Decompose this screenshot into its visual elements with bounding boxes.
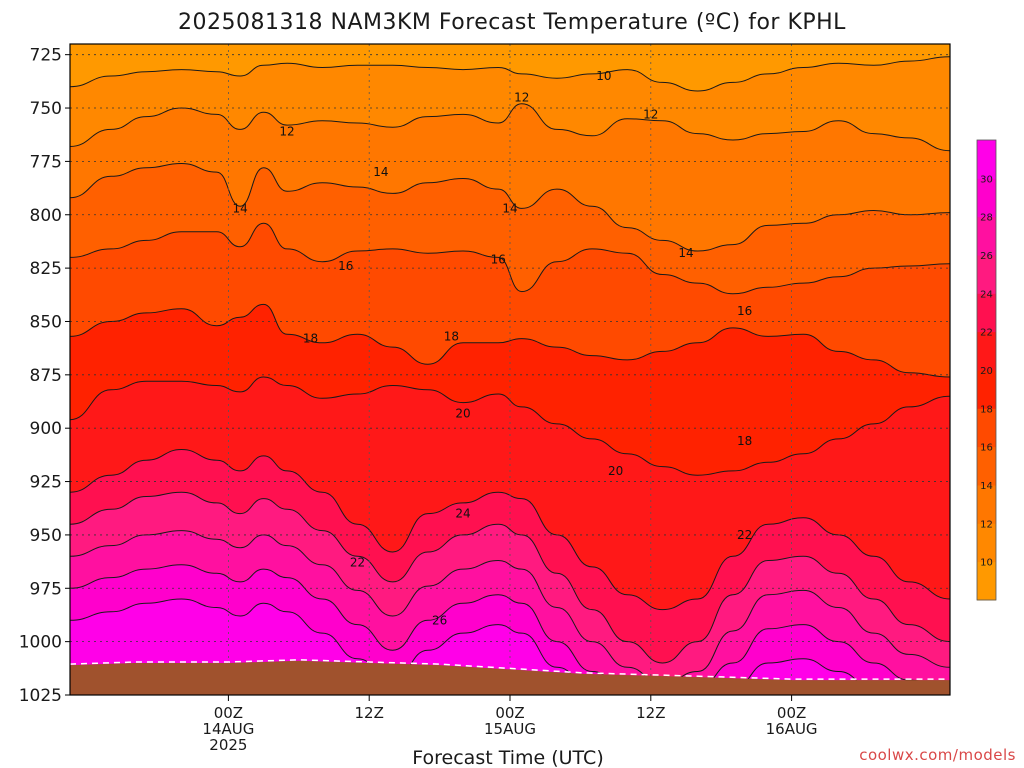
- colorbar-swatch: [977, 331, 996, 371]
- colorbar-swatch: [977, 561, 996, 601]
- y-tick-label: 750: [30, 99, 62, 119]
- colorbar: 10 12 14 16 18 20 22 24 26 28 30: [976, 139, 997, 601]
- contour-label-16: 16: [737, 304, 752, 318]
- colorbar-swatch: [977, 446, 996, 486]
- contour-label-26: 26: [432, 613, 447, 627]
- colorbar-tick-label: 30: [980, 174, 993, 185]
- contour-label-18: 18: [444, 329, 459, 343]
- ground-surface: [70, 660, 950, 695]
- isotherm-16: [70, 222, 950, 295]
- x-tick-label: 14AUG: [202, 720, 254, 738]
- x-tick-label: 15AUG: [484, 720, 536, 738]
- colorbar-swatch: [977, 140, 996, 179]
- contour-label-12: 12: [514, 90, 529, 104]
- y-axis: 725 750 775 800 825 850 875 900 925 950 975 1000 102…: [19, 46, 70, 706]
- contour-label-20: 20: [455, 406, 470, 420]
- x-axis-label: Forecast Time (UTC): [412, 747, 603, 768]
- contour-label-14: 14: [232, 201, 247, 215]
- contour-label-16: 16: [491, 253, 506, 267]
- contour-label-12: 12: [279, 125, 294, 139]
- y-tick-label: 1000: [19, 633, 62, 653]
- grid-lines: [70, 44, 950, 696]
- contour-label-14: 14: [502, 201, 517, 215]
- contour-labels: 10 12 12 12 14 14 14 14 16 16 16 18 18 18 20 20 22 22 24 26: [232, 69, 752, 627]
- isotherm-24: [70, 491, 950, 664]
- x-tick-label: 00Z: [214, 704, 243, 722]
- contour-label-22: 22: [737, 528, 752, 542]
- contour-label-10: 10: [596, 69, 611, 83]
- colorbar-tick-label: 26: [980, 251, 993, 262]
- colorbar-swatch: [977, 216, 996, 256]
- ground-edge: [70, 659, 950, 680]
- isotherm-18: [70, 303, 950, 378]
- y-tick-label: 950: [30, 526, 62, 546]
- contour-label-24: 24: [455, 507, 470, 521]
- x-tick-label: 00Z: [777, 704, 806, 722]
- x-tick-label: 00Z: [495, 704, 524, 722]
- isotherm-20: [70, 376, 950, 476]
- contour-label-18: 18: [737, 434, 752, 448]
- contour-label-18: 18: [303, 332, 318, 346]
- colorbar-tick-label: 24: [980, 289, 993, 300]
- colorbar-swatch: [977, 255, 996, 294]
- colorbar-tick-label: 28: [980, 213, 993, 224]
- x-tick-label: 16AUG: [766, 720, 818, 738]
- isotherm-28: [70, 564, 950, 695]
- y-tick-label: 975: [30, 579, 62, 599]
- colorbar-tick-label: 18: [980, 404, 993, 415]
- colorbar-swatch: [977, 485, 996, 524]
- contour-label-16: 16: [338, 259, 353, 273]
- colorbar-tick-label: 14: [980, 481, 993, 492]
- isotherm-14: [70, 162, 950, 252]
- colorbar-swatch: [977, 293, 996, 333]
- contour-label-12: 12: [643, 107, 658, 121]
- chart-title: 2025081318 NAM3KM Forecast Temperature (…: [178, 10, 846, 35]
- contour-label-14: 14: [678, 246, 693, 260]
- colorbar-swatch: [977, 370, 996, 409]
- y-tick-label: 825: [30, 259, 62, 279]
- y-tick-label: 800: [30, 206, 62, 226]
- colorbar-tick-label: 16: [980, 443, 993, 454]
- isotherm-26: [70, 530, 950, 685]
- contour-label-20: 20: [608, 464, 623, 478]
- isotherm-30: [70, 598, 950, 695]
- y-tick-label: 875: [30, 366, 62, 386]
- isotherm-12: [70, 103, 950, 152]
- y-tick-label: 850: [30, 312, 62, 332]
- colorbar-tick-label: 10: [980, 558, 993, 569]
- y-tick-label: 1025: [19, 686, 62, 706]
- colorbar-swatch: [977, 408, 996, 448]
- ground-layer: [70, 659, 950, 695]
- x-tick-label: 2025: [209, 736, 247, 754]
- colorbar-frame: [976, 139, 997, 601]
- isotherm-contour-layer: [70, 56, 950, 695]
- y-tick-label: 725: [30, 46, 62, 66]
- colorbar-tick-label: 22: [980, 328, 993, 339]
- colorbar-tick-label: 20: [980, 366, 993, 377]
- contour-label-14: 14: [373, 165, 388, 179]
- colorbar-swatch: [977, 178, 996, 218]
- colorbar-swatch: [977, 523, 996, 563]
- y-tick-label: 925: [30, 473, 62, 493]
- y-tick-label: 900: [30, 419, 62, 439]
- colorbar-tick-label: 12: [980, 519, 993, 530]
- y-tick-label: 775: [30, 152, 62, 172]
- x-tick-label: 12Z: [355, 704, 384, 722]
- isotherm-22: [70, 448, 950, 611]
- contour-label-22: 22: [350, 556, 365, 570]
- x-tick-label: 12Z: [636, 704, 665, 722]
- temperature-fill-layer: [70, 44, 950, 695]
- credit-text: coolwx.com/models: [859, 746, 1016, 764]
